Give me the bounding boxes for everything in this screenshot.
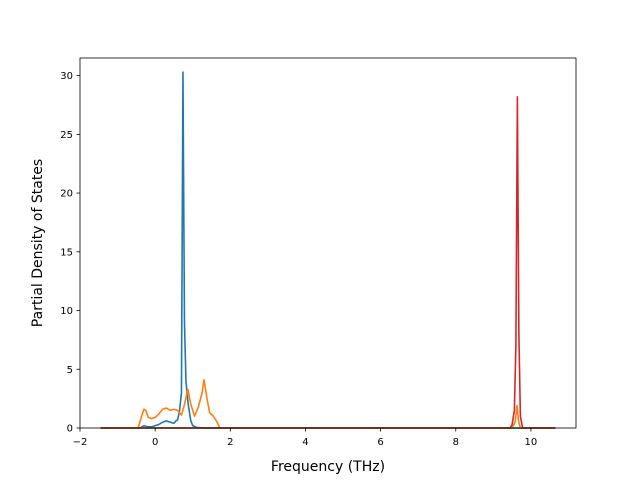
y-axis-title: Partial Density of States: [30, 159, 46, 327]
series-line-4: [100, 95, 556, 429]
y-tick-label: 20: [60, 189, 73, 200]
plot-background: [80, 58, 576, 428]
x-tick-label: 10: [525, 437, 538, 448]
x-axis-ticks: −2 0 2 4 6 8 10: [73, 428, 538, 448]
x-tick-label: −2: [73, 437, 88, 448]
x-tick-label: 0: [152, 437, 158, 448]
x-tick-label: 8: [453, 437, 459, 448]
y-tick-label: 10: [60, 306, 73, 317]
y-tick-label: 25: [60, 130, 73, 141]
y-tick-label: 15: [60, 247, 73, 258]
series-line-1: [100, 71, 556, 429]
y-tick-label: 0: [67, 424, 73, 435]
x-tick-label: 2: [227, 437, 233, 448]
x-tick-label: 6: [377, 437, 383, 448]
y-tick-label: 5: [67, 365, 73, 376]
plot-frame: [79, 57, 577, 429]
y-axis-ticks: 0 5 10 15 20 25 30: [60, 71, 80, 435]
y-tick-label: 30: [60, 71, 73, 82]
x-axis-title: Frequency (THz): [271, 459, 385, 475]
x-tick-label: 4: [302, 437, 308, 448]
